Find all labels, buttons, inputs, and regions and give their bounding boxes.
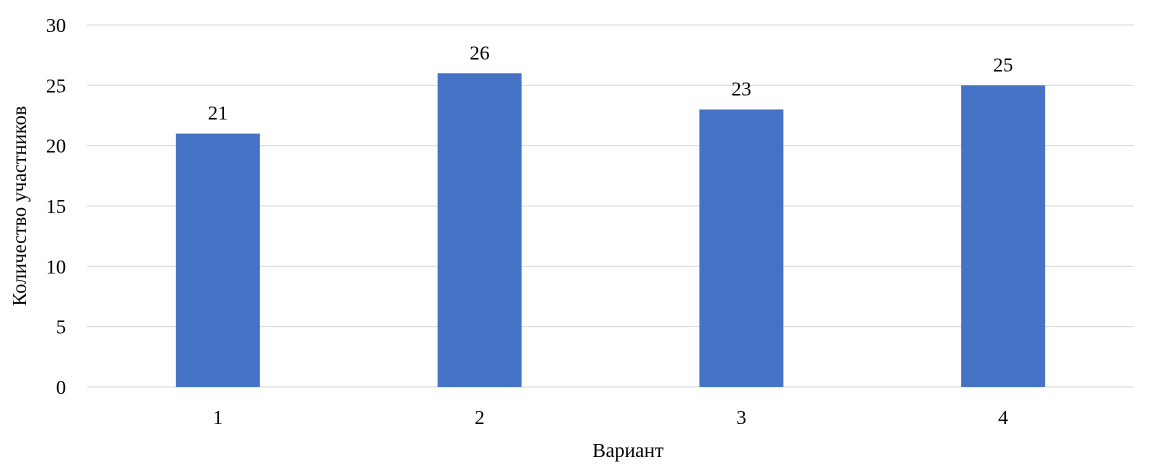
data-label: 25 xyxy=(993,54,1013,76)
gridlines xyxy=(87,24,1134,388)
data-label: 21 xyxy=(208,103,228,125)
data-labels: 21 26 23 25 xyxy=(208,42,1013,124)
x-tick-label: 1 xyxy=(213,407,223,429)
y-tick-label: 10 xyxy=(46,256,66,278)
x-tick-label: 2 xyxy=(475,407,485,429)
y-tick-label: 0 xyxy=(56,377,66,399)
x-tick-label: 4 xyxy=(998,407,1008,429)
data-label: 26 xyxy=(470,42,490,64)
x-tick-label: 3 xyxy=(736,407,746,429)
y-tick-label: 5 xyxy=(56,317,66,339)
y-tick-label: 30 xyxy=(46,15,66,37)
bar xyxy=(699,109,784,387)
y-tick-label: 20 xyxy=(46,136,66,158)
y-tick-label: 25 xyxy=(46,75,66,97)
y-axis-ticks: 0 5 10 15 20 25 30 xyxy=(46,15,66,399)
y-tick-label: 15 xyxy=(46,196,66,218)
y-axis-title: Количество участников xyxy=(9,106,31,306)
bars xyxy=(175,73,1046,388)
bar xyxy=(961,85,1046,387)
x-axis-title: Вариант xyxy=(592,440,664,462)
x-axis-ticks: 1 2 3 4 xyxy=(213,407,1008,429)
bar xyxy=(437,73,522,388)
data-label: 23 xyxy=(731,78,751,100)
bar xyxy=(175,133,260,387)
